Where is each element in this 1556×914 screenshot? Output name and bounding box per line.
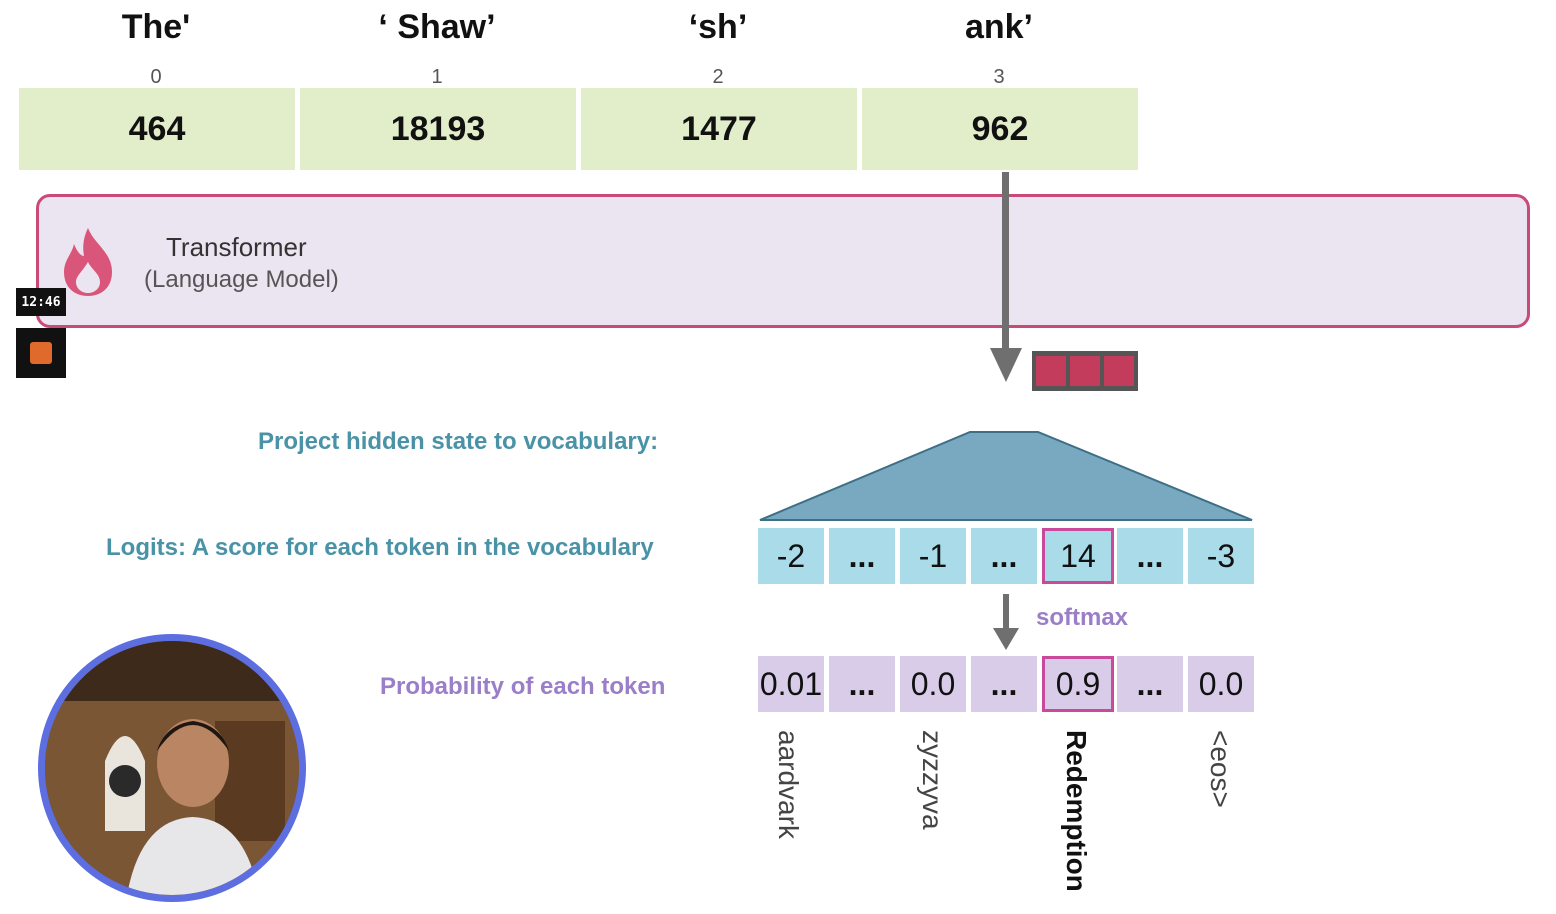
down-arrow-icon [990, 172, 1022, 382]
token-id-2: 1477 [581, 88, 857, 170]
token-index-1: 1 [431, 66, 443, 88]
token-text-0: The' [121, 8, 191, 46]
token-text-3: ank’ [964, 8, 1034, 46]
token-id-1: 18193 [300, 88, 576, 170]
token-index-3: 3 [993, 66, 1005, 88]
hidden-state-cell [1036, 356, 1066, 386]
transformer-title: Transformer [166, 232, 307, 262]
token-text-1: ‘ Shaw’ [378, 8, 496, 46]
vocab-label: zyzzyva [917, 730, 948, 830]
flame-icon [64, 228, 112, 296]
hidden-state-cell [1070, 356, 1100, 386]
hidden-state-cell [1104, 356, 1134, 386]
token-index-0: 0 [150, 66, 162, 88]
token-id-3: 962 [862, 88, 1138, 170]
token-text-2: ‘sh’ [688, 8, 748, 46]
logit-cell: -2 [758, 528, 824, 584]
token-index-2: 2 [712, 66, 724, 88]
vocab-label: <eos> [1205, 730, 1236, 808]
probability-label: Probability of each token [380, 673, 666, 700]
presenter-webcam [38, 634, 306, 902]
prob-cell: 0.0 [1188, 656, 1254, 712]
vocab-label-highlighted: Redemption [1061, 730, 1092, 892]
project-label: Project hidden state to vocabulary: [258, 428, 659, 455]
recording-timer: 12:46 [16, 288, 66, 316]
prob-cell: 0.01 [758, 656, 824, 712]
transformer-subtitle: (Language Model) [144, 266, 339, 293]
logit-cell: -1 [900, 528, 966, 584]
prob-cell: ... [971, 656, 1037, 712]
logit-cell: ... [1117, 528, 1183, 584]
softmax-arrow-icon [993, 594, 1019, 650]
transformer-block [36, 194, 1530, 328]
stop-icon [30, 342, 52, 364]
logit-cell: ... [971, 528, 1037, 584]
token-id-0: 464 [19, 88, 295, 170]
prob-cell: ... [1117, 656, 1183, 712]
prob-cell: ... [829, 656, 895, 712]
logit-cell: ... [829, 528, 895, 584]
logits-label: Logits: A score for each token in the vo… [106, 534, 654, 561]
logit-cell: -3 [1188, 528, 1254, 584]
vocab-label: aardvark [773, 730, 804, 839]
prob-cell-highlighted: 0.9 [1042, 656, 1114, 712]
logit-cell-highlighted: 14 [1042, 528, 1114, 584]
projection-layer [759, 431, 1253, 521]
softmax-label: softmax [1036, 604, 1129, 631]
prob-cell: 0.0 [900, 656, 966, 712]
hidden-state-vector [1032, 351, 1138, 391]
presenter-image [45, 641, 299, 895]
stop-recording-button[interactable] [16, 328, 66, 378]
